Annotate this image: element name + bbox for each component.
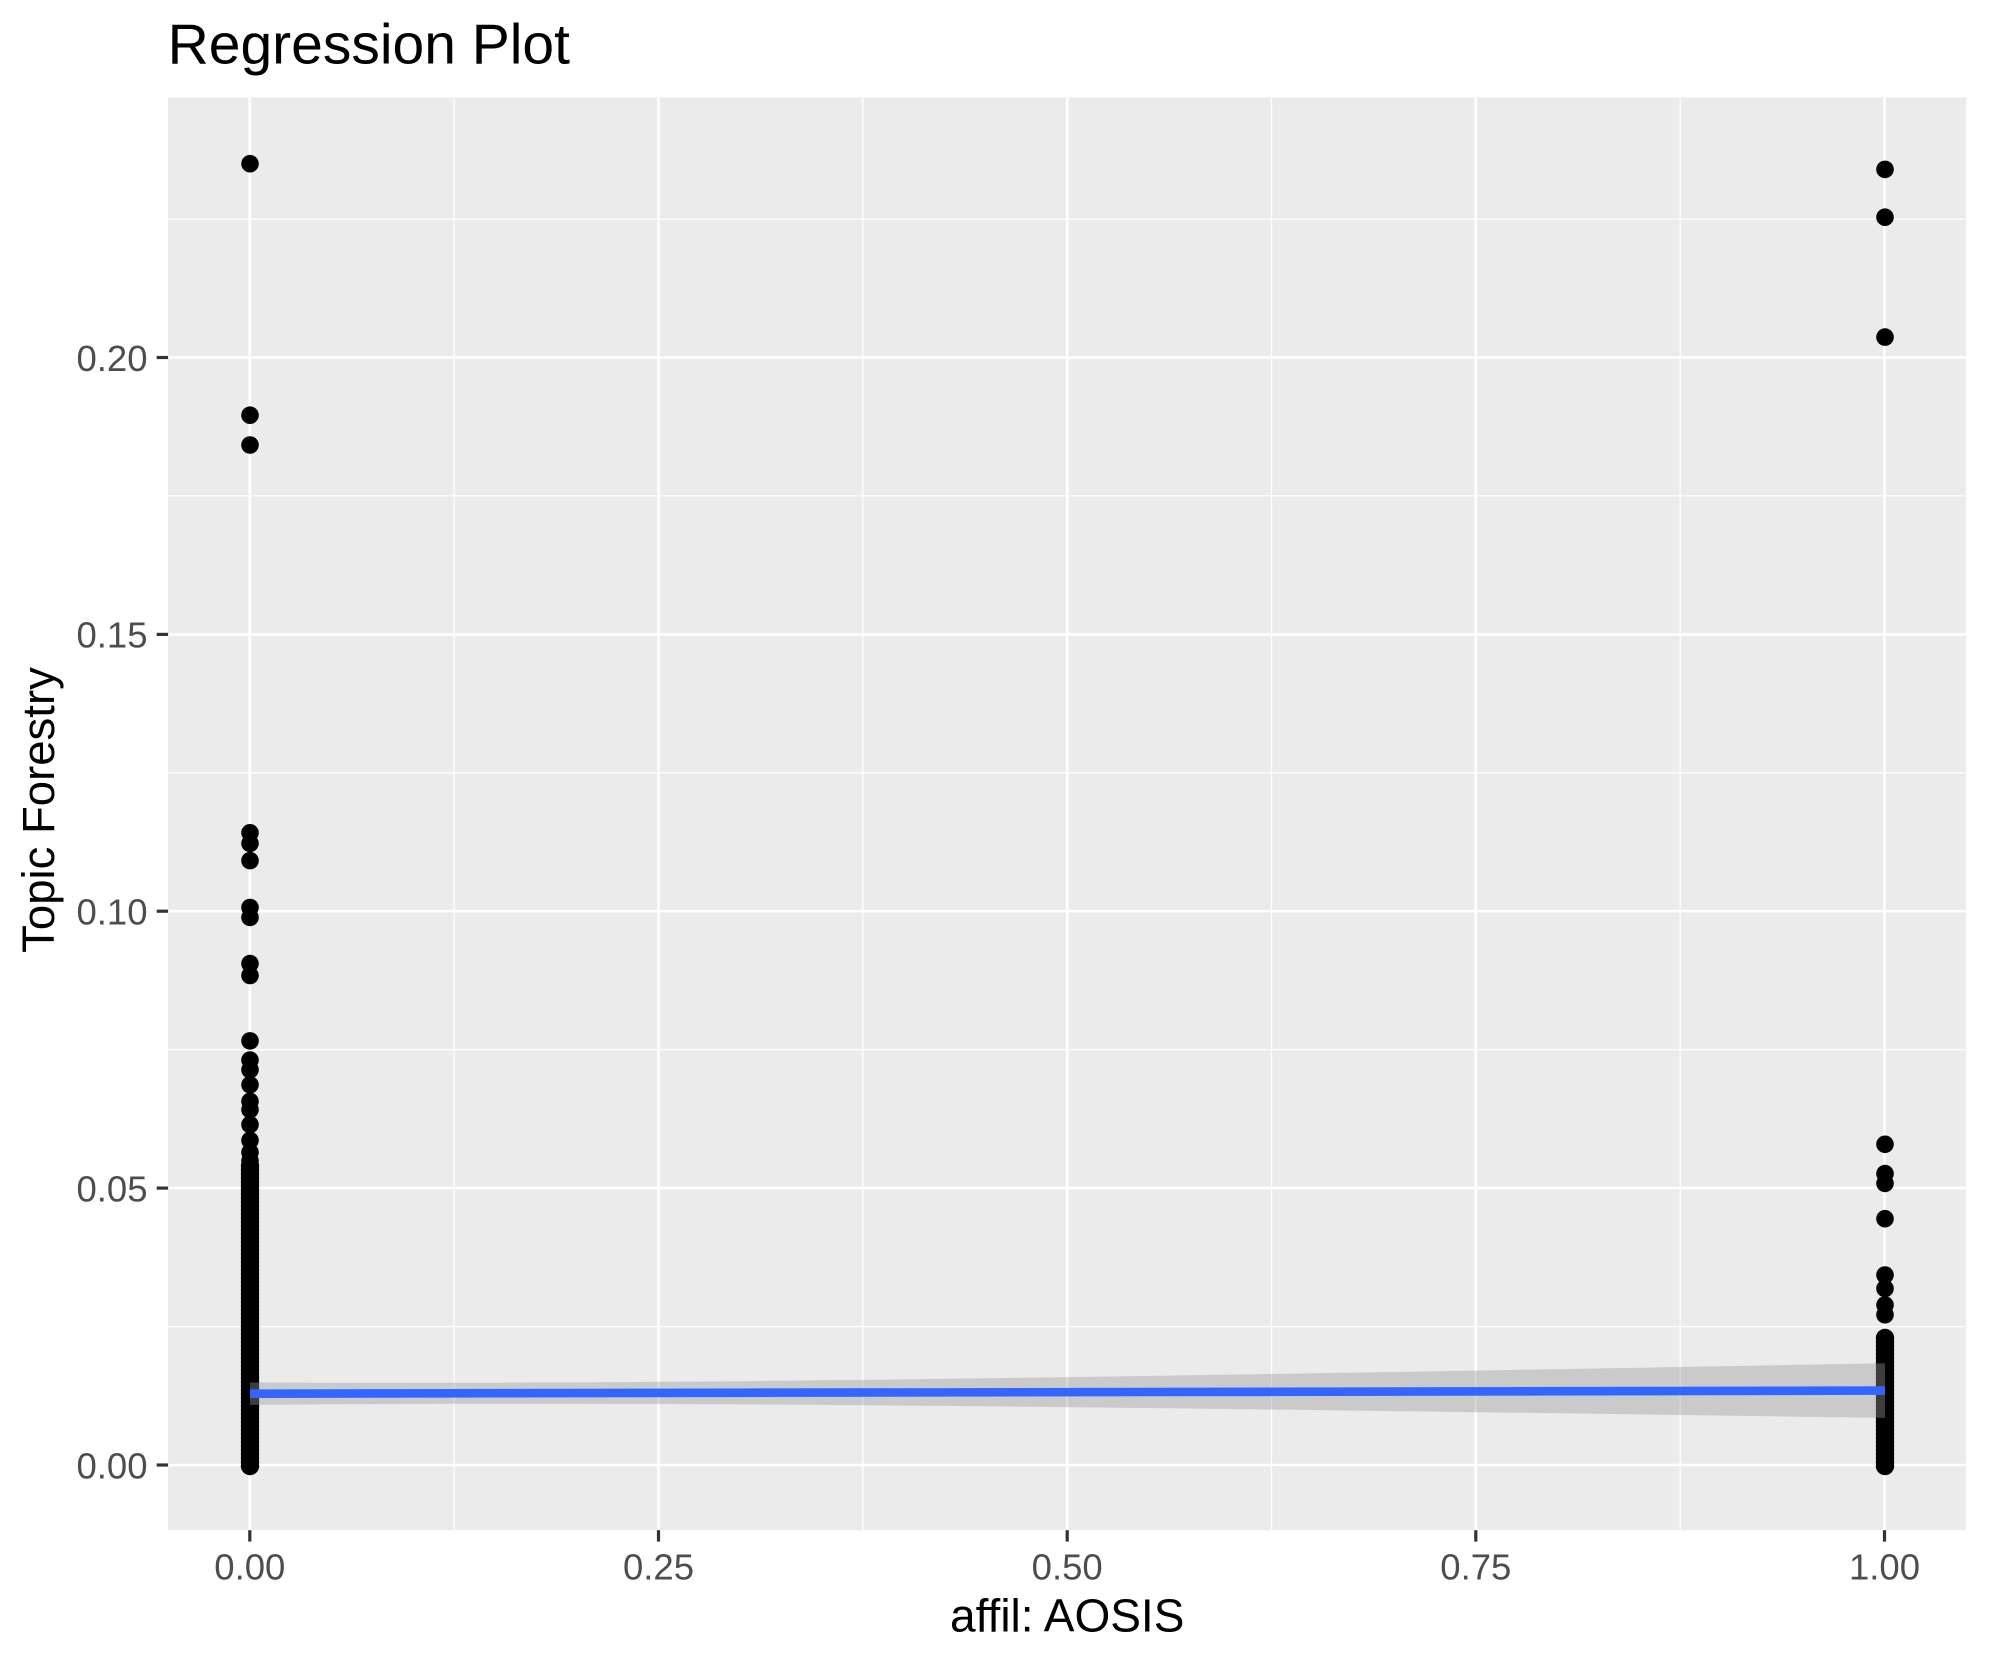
svg-text:1.00: 1.00 (1849, 1547, 1920, 1588)
svg-text:0.05: 0.05 (76, 1168, 147, 1209)
svg-text:0.50: 0.50 (1032, 1547, 1103, 1588)
svg-text:0.25: 0.25 (623, 1547, 694, 1588)
svg-text:0.10: 0.10 (76, 892, 147, 933)
svg-text:Regression Plot: Regression Plot (168, 12, 571, 76)
svg-text:0.75: 0.75 (1440, 1547, 1511, 1588)
svg-text:Topic Forestry: Topic Forestry (13, 667, 64, 953)
svg-text:0.00: 0.00 (214, 1547, 285, 1588)
svg-text:affil: AOSIS: affil: AOSIS (950, 1590, 1184, 1642)
svg-text:0.20: 0.20 (76, 338, 147, 379)
svg-text:0.15: 0.15 (76, 615, 147, 656)
svg-text:0.00: 0.00 (76, 1445, 147, 1486)
